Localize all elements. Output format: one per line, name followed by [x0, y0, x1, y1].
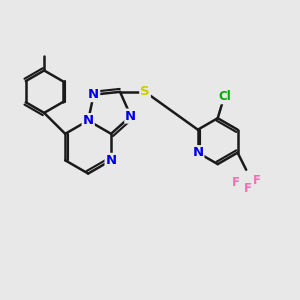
Text: N: N — [88, 88, 99, 101]
Text: F: F — [253, 175, 260, 188]
Text: S: S — [140, 85, 150, 98]
Text: F: F — [244, 182, 252, 194]
Text: N: N — [125, 110, 136, 123]
Text: F: F — [232, 176, 240, 189]
Text: N: N — [192, 146, 203, 159]
Text: N: N — [106, 154, 117, 167]
Text: N: N — [82, 114, 94, 127]
Text: Cl: Cl — [218, 90, 231, 104]
